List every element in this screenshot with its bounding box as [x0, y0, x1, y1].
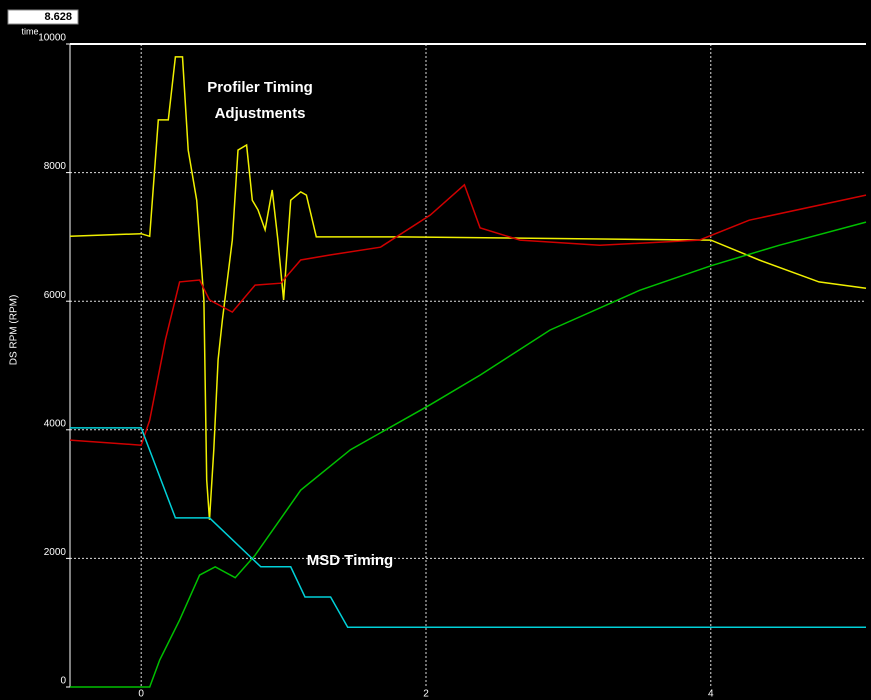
x-tick-label: 2: [423, 689, 429, 700]
y-tick-label: 10000: [38, 33, 66, 44]
annotation: Adjustments: [215, 105, 306, 122]
x-tick-label: 4: [708, 689, 714, 700]
data-line: [70, 427, 866, 628]
y-tick-label: 8000: [44, 161, 67, 172]
data-line: [70, 221, 867, 688]
annotation: MSD Timing: [307, 552, 393, 569]
y-tick-label: 6000: [44, 290, 67, 301]
y-tick-label: 4000: [44, 418, 67, 429]
annotation: Profiler Timing: [207, 79, 313, 96]
data-line: [69, 56, 867, 520]
y-tick-label: 0: [60, 676, 66, 687]
cursor-box: [7, 9, 79, 25]
y-tick-label: 2000: [44, 547, 67, 558]
y-axis-label: DS RPM (RPM): [9, 295, 20, 366]
data-line: [69, 183, 867, 446]
x-tick-label: 0: [138, 689, 144, 700]
cursor-value: 8.628: [44, 11, 72, 23]
cursor-label: time: [21, 26, 38, 36]
